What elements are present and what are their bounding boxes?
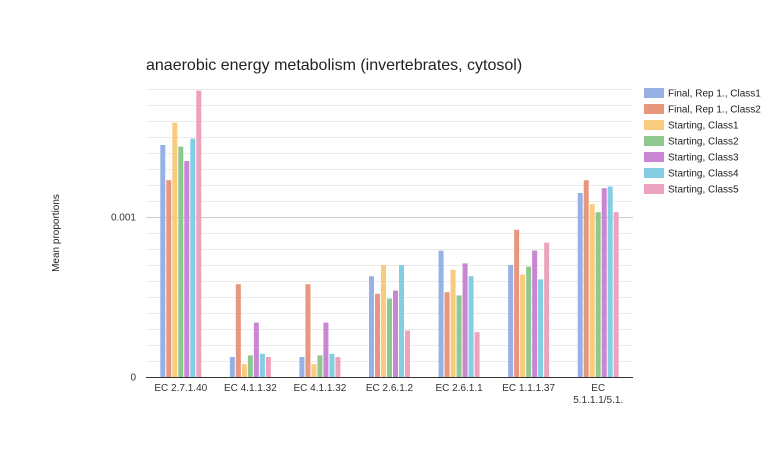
- bar: [387, 298, 392, 377]
- legend-swatch: [644, 104, 664, 114]
- bar: [253, 322, 259, 377]
- legend-label: Starting, Class4: [668, 169, 739, 180]
- bar: [241, 364, 247, 377]
- legend-label: Starting, Class2: [668, 137, 739, 148]
- chart-title: anaerobic energy metabolism (invertebrat…: [146, 57, 522, 74]
- bar: [196, 90, 202, 377]
- x-tick-label: EC 4.1.1.32: [224, 383, 277, 394]
- bar: [323, 322, 329, 377]
- x-tick-label: EC 2.7.1.40: [154, 383, 207, 394]
- bar: [532, 250, 538, 377]
- bar: [166, 180, 172, 377]
- x-tick-label: EC 2.6.1.1: [435, 383, 483, 394]
- y-axis-label: Mean proportions: [51, 194, 62, 272]
- y-axis-ticks: 0 0.001: [111, 213, 136, 384]
- bar: [305, 284, 311, 377]
- bar: [595, 212, 601, 377]
- bar: [444, 292, 450, 377]
- legend-swatch: [644, 120, 664, 130]
- bar: [335, 357, 341, 377]
- bar: [178, 146, 184, 377]
- bar: [393, 290, 398, 377]
- bar: [329, 353, 335, 377]
- bar: [601, 188, 607, 377]
- bar: [265, 357, 271, 377]
- bars: [160, 90, 619, 377]
- bar: [375, 293, 380, 377]
- bar: [613, 212, 619, 377]
- bar: [456, 295, 462, 377]
- legend-swatch: [644, 136, 664, 146]
- legend-label: Starting, Class1: [668, 121, 739, 132]
- bar: [514, 229, 520, 377]
- x-tick-label: EC: [591, 383, 605, 394]
- x-tick-label: 5.1.1.1/5.1.: [573, 395, 623, 406]
- legend-label: Starting, Class3: [668, 153, 739, 164]
- bar: [468, 276, 474, 377]
- bar: [520, 274, 526, 377]
- bar: [259, 353, 265, 377]
- bar: [589, 204, 595, 377]
- legend-swatch: [644, 152, 664, 162]
- bar: [311, 364, 317, 377]
- bar: [160, 145, 166, 377]
- legend-label: Starting, Class5: [668, 185, 739, 196]
- bar: [247, 355, 253, 377]
- bar: [438, 250, 444, 377]
- x-tick-label: EC 2.6.1.2: [366, 383, 414, 394]
- legend: Final, Rep 1., Class1 Final, Rep 1., Clas…: [644, 88, 761, 196]
- bar: [317, 355, 323, 377]
- legend-label: Final, Rep 1., Class2: [668, 105, 761, 116]
- bar: [462, 263, 468, 377]
- legend-swatch: [644, 184, 664, 194]
- bar: [190, 138, 196, 377]
- legend-label: Final, Rep 1., Class1: [668, 89, 761, 100]
- bar: [381, 265, 386, 377]
- bar: [474, 332, 480, 377]
- bar: [405, 330, 410, 377]
- bar: [369, 276, 374, 377]
- bar: [299, 357, 305, 377]
- y-tick-label: 0: [130, 373, 136, 384]
- bar: [450, 269, 456, 377]
- bar: [544, 242, 550, 377]
- legend-swatch: [644, 88, 664, 98]
- bar: [577, 193, 583, 377]
- legend-swatch: [644, 168, 664, 178]
- bar: [526, 266, 532, 377]
- bar: [607, 186, 613, 377]
- bar: [508, 265, 514, 377]
- bar: [229, 357, 235, 377]
- bar: [235, 284, 241, 377]
- bar: [184, 161, 190, 377]
- bar: [399, 265, 404, 377]
- gridlines: [146, 89, 633, 362]
- bar: [538, 279, 544, 377]
- y-tick-label: 0.001: [111, 213, 136, 224]
- x-tick-label: EC 1.1.1.37: [502, 383, 555, 394]
- x-tick-label: EC 4.1.1.32: [294, 383, 347, 394]
- bar: [583, 180, 589, 377]
- bar: [172, 122, 178, 377]
- x-axis-ticks: EC 2.7.1.40 EC 4.1.1.32 EC 4.1.1.32 EC 2.6.…: [154, 383, 623, 406]
